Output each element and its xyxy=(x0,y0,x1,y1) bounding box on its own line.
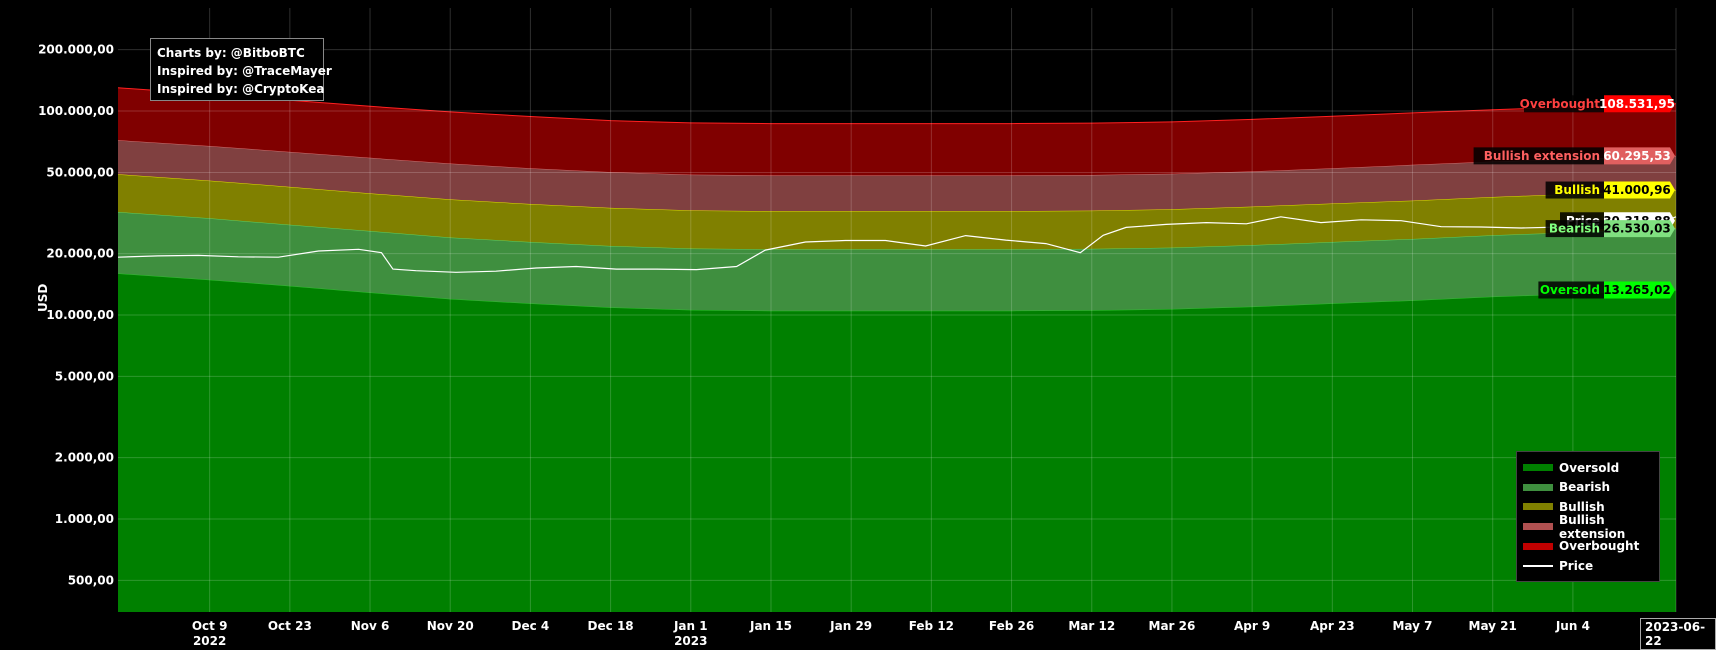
x-tick-label: Jan 29 xyxy=(829,619,872,633)
end-label-bullish: Bullish 41.000,96 xyxy=(1545,181,1675,199)
x-tick-label: Oct 23 xyxy=(268,619,312,633)
x-tick-label: Dec 4 xyxy=(512,619,550,633)
end-label-overbought: Overbought 108.531,95 xyxy=(1520,95,1675,113)
y-tick-label: 5.000,00 xyxy=(55,369,114,383)
legend-item-bearish[interactable]: Bearish xyxy=(1523,478,1653,498)
x-tick-label: Oct 9 xyxy=(192,619,228,633)
end-label-name-bg xyxy=(1538,281,1604,299)
credit-inspired-trace: Inspired by: @TraceMayer xyxy=(157,64,332,78)
legend-label-overbought: Overbought xyxy=(1559,539,1640,554)
price-series xyxy=(117,216,1677,273)
current-date-badge: 2023-06-22 xyxy=(1640,618,1716,650)
x-tick-label: Dec 18 xyxy=(588,619,634,633)
legend-swatch-bearish xyxy=(1523,483,1553,491)
end-label-value-bg xyxy=(1604,95,1675,113)
end-label-value: 60.295,53 xyxy=(1603,149,1671,163)
y-axis-label: USD xyxy=(36,283,50,312)
legend-item-bullish-extension[interactable]: Bullish extension xyxy=(1523,513,1653,541)
band-overbought xyxy=(118,87,1676,176)
y-tick-label: 500,00 xyxy=(68,573,114,587)
x-tick-label: May 7 xyxy=(1392,619,1432,633)
band-bearish xyxy=(118,211,1676,311)
credit-inspired-kea: Inspired by: @CryptoKea xyxy=(157,82,325,96)
end-label-value-bg xyxy=(1604,220,1675,238)
y-tick-label: 20.000,00 xyxy=(46,247,114,261)
x-tick-label: Jun 4 xyxy=(1555,619,1590,633)
end-label-name: Oversold xyxy=(1540,283,1600,297)
legend-swatch-bullish-extension xyxy=(1523,523,1553,531)
y-tick-label: 1.000,00 xyxy=(55,512,114,526)
legend-item-bullish[interactable]: Bullish xyxy=(1523,497,1653,517)
grid-lines xyxy=(118,8,1677,612)
band-areas xyxy=(117,87,1677,612)
end-label-name: Bullish xyxy=(1554,183,1600,197)
legend-swatch-oversold xyxy=(1523,464,1553,472)
legend-label-bearish: Bearish xyxy=(1559,480,1611,495)
x-tick-label: Feb 12 xyxy=(909,619,954,633)
chart-legend: Oversold Bearish Bullish Bullish extensi… xyxy=(1516,451,1660,582)
legend-item-oversold[interactable]: Oversold xyxy=(1523,458,1653,478)
band-bullish xyxy=(118,174,1676,250)
end-label-name: Overbought xyxy=(1520,97,1601,111)
legend-label-oversold: Oversold xyxy=(1559,460,1620,475)
x-tick-label: Apr 23 xyxy=(1310,619,1355,633)
x-tick-label: Jan 1 xyxy=(673,619,708,633)
x-tick-label: Jan 15 xyxy=(749,619,792,633)
end-label-value: 41.000,96 xyxy=(1603,183,1671,197)
price-line xyxy=(117,216,1677,273)
x-tick-label: Mar 12 xyxy=(1068,619,1115,633)
band-oversold xyxy=(118,273,1676,612)
y-tick-label: 200.000,00 xyxy=(38,43,114,57)
legend-swatch-bullish xyxy=(1523,503,1553,511)
x-tick-year: 2022 xyxy=(193,634,226,645)
credit-charts-by: Charts by: @BitboBTC xyxy=(157,46,305,60)
end-label-bullish_extension: Bullish extension 60.295,53 xyxy=(1473,147,1675,165)
y-tick-label: 2.000,00 xyxy=(55,451,114,465)
x-tick-label: Mar 26 xyxy=(1149,619,1196,633)
legend-swatch-overbought xyxy=(1523,542,1553,550)
y-axis-ticks: 200.000,00 100.000,00 50.000,00 20.000,00 10… xyxy=(38,43,114,588)
legend-label-bullish-extension: Bullish extension xyxy=(1559,512,1626,541)
end-label-value-bg xyxy=(1604,181,1675,199)
x-tick-year: 2023 xyxy=(674,634,707,645)
x-tick-label: Nov 20 xyxy=(427,619,474,633)
end-label-name: Bearish xyxy=(1549,222,1600,236)
end-label-name-bg xyxy=(1545,181,1604,199)
x-tick-label: Apr 9 xyxy=(1234,619,1270,633)
x-tick-label: Feb 26 xyxy=(989,619,1034,633)
x-tick-label: May 21 xyxy=(1469,619,1517,633)
end-label-name-bg xyxy=(1524,95,1604,113)
end-label-bearish: Bearish 26.530,03 xyxy=(1545,220,1675,238)
x-tick-label: Nov 6 xyxy=(351,619,390,633)
legend-item-price[interactable]: Price xyxy=(1523,556,1653,576)
legend-swatch-price xyxy=(1523,565,1553,567)
end-label-name: Bullish extension xyxy=(1484,149,1600,163)
legend-label-price: Price xyxy=(1559,558,1594,573)
end-value-labels: Overbought 108.531,95 Bullish extension 60.… xyxy=(1473,95,1675,299)
band-line-overbought xyxy=(117,87,1677,125)
end-label-value: 13.265,02 xyxy=(1603,283,1671,297)
y-tick-label: 50.000,00 xyxy=(46,165,114,179)
credits-box: Charts by: @BitboBTC Inspired by: @Trace… xyxy=(150,38,332,101)
end-label-value-bg xyxy=(1604,281,1675,299)
legend-label-bullish: Bullish xyxy=(1559,499,1605,514)
end-label-value: 108.531,95 xyxy=(1599,97,1675,111)
y-tick-label: 100.000,00 xyxy=(38,104,114,118)
end-label-value-bg xyxy=(1604,147,1675,165)
end-label-value: 26.530,03 xyxy=(1603,222,1671,236)
legend-item-overbought[interactable]: Overbought xyxy=(1523,536,1653,556)
y-tick-label: 10.000,00 xyxy=(46,308,114,322)
end-label-name-bg xyxy=(1545,220,1604,238)
end-label-name-bg xyxy=(1473,147,1604,165)
end-label-oversold: Oversold 13.265,02 xyxy=(1538,281,1675,299)
